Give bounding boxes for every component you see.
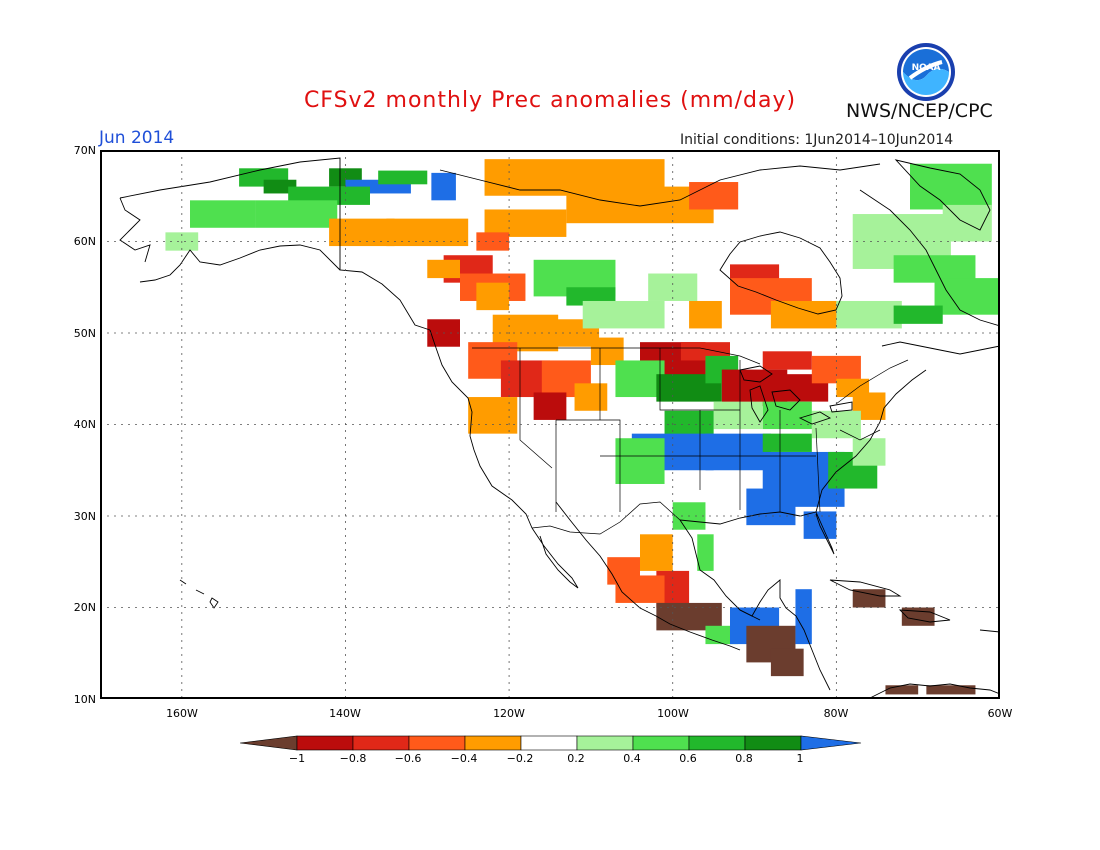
anomaly-cell <box>288 186 370 205</box>
anomaly-cell <box>910 163 992 210</box>
anomaly-cell <box>378 170 428 185</box>
anomaly-cell <box>533 392 567 420</box>
anomaly-cell <box>431 172 456 201</box>
anomaly-cell <box>713 401 763 430</box>
anomaly-cell <box>770 648 804 677</box>
longitude-axis: 160W 140W 120W 100W 80W 60W <box>166 707 1013 720</box>
anomaly-cell <box>190 200 256 228</box>
legend-label: −0.8 <box>340 752 367 765</box>
anomaly-cell <box>893 255 976 283</box>
lon-label: 80W <box>824 707 849 720</box>
legend-swatches <box>240 735 862 751</box>
legend-label: 0.8 <box>735 752 753 765</box>
lon-label: 140W <box>329 707 361 720</box>
lat-label: 30N <box>74 510 96 523</box>
grid-lines <box>100 150 1000 699</box>
noaa-logo-text: NOAA <box>912 63 941 73</box>
lon-label: 100W <box>657 707 689 720</box>
legend-label: 1 <box>797 752 804 765</box>
legend-label: −0.6 <box>395 752 422 765</box>
legend-label: 0.4 <box>623 752 641 765</box>
map-frame <box>100 150 1000 699</box>
chart-title: CFSv2 monthly Prec anomalies (mm/day) <box>0 88 1100 113</box>
legend-label: 0.6 <box>679 752 697 765</box>
lat-label: 50N <box>74 327 96 340</box>
anomaly-cell <box>852 438 886 466</box>
legend-swatch <box>744 735 802 751</box>
lat-label: 20N <box>74 601 96 614</box>
anomaly-cell <box>885 685 919 695</box>
legend-swatch <box>576 735 634 751</box>
anomaly-cell <box>762 433 812 452</box>
lon-label: 120W <box>493 707 525 720</box>
anomaly-cell <box>746 488 796 526</box>
legend-swatch <box>632 735 690 751</box>
noaa-logo-icon: NOAA <box>897 43 955 101</box>
latitude-axis: 70N 60N 50N 40N 30N 20N 10N <box>74 144 96 706</box>
anomaly-cell <box>934 278 1000 315</box>
anomaly-cell <box>640 534 673 571</box>
anomaly-cell <box>836 300 902 329</box>
legend-labels: −1 −0.8 −0.6 −0.4 −0.2 0.2 0.4 0.6 0.8 1 <box>289 752 804 765</box>
agency-label: NWS/NCEP/CPC <box>846 100 993 122</box>
anomaly-cell <box>852 589 886 608</box>
legend-swatch <box>296 735 354 751</box>
lon-label: 60W <box>988 707 1013 720</box>
legend-swatch <box>800 735 862 751</box>
anomaly-cell <box>689 182 739 210</box>
anomaly-cell <box>705 433 771 471</box>
anomaly-cell <box>689 300 722 329</box>
anomaly-cell <box>468 397 518 434</box>
anomaly-cell <box>582 300 665 329</box>
anomaly-cell <box>762 351 812 370</box>
legend-swatch <box>688 735 746 751</box>
anomaly-cell <box>615 575 665 603</box>
anomaly-cell <box>795 589 812 645</box>
legend-swatch <box>408 735 466 751</box>
legend-swatch <box>464 735 522 751</box>
color-legend: −1 −0.8 −0.6 −0.4 −0.2 0.2 0.4 0.6 0.8 1 <box>240 735 862 765</box>
anomaly-cell <box>836 378 870 398</box>
forecast-month: Jun 2014 <box>99 128 175 148</box>
anomaly-cell <box>926 685 976 695</box>
anomaly-cell <box>615 438 665 484</box>
anomaly-cell <box>762 401 812 430</box>
precip-anomaly-map <box>100 150 1000 699</box>
anomaly-cell <box>697 534 714 571</box>
lat-label: 60N <box>74 235 96 248</box>
anomaly-cell <box>648 273 698 301</box>
anomaly-cell <box>615 360 665 398</box>
anomaly-cell <box>476 282 510 311</box>
lat-label: 10N <box>74 693 96 706</box>
legend-label: −0.2 <box>507 752 534 765</box>
legend-swatch <box>240 735 298 751</box>
anomaly-cell <box>566 287 616 306</box>
lat-label: 70N <box>74 144 96 157</box>
chart-title-text: CFSv2 monthly Prec anomalies (mm/day) <box>303 88 797 113</box>
anomaly-cell <box>574 383 608 411</box>
lon-label: 160W <box>166 707 198 720</box>
anomaly-cell <box>329 218 395 247</box>
lat-label: 40N <box>74 418 96 431</box>
legend-label: −0.4 <box>451 752 478 765</box>
legend-swatch <box>352 735 410 751</box>
legend-label: 0.2 <box>567 752 585 765</box>
anomaly-cell <box>255 200 338 228</box>
anomaly-cell <box>893 305 943 324</box>
anomaly-cell <box>386 218 469 247</box>
political-borders <box>472 347 909 535</box>
initial-conditions: Initial conditions: 1Jun2014–10Jun2014 <box>680 132 954 148</box>
legend-label: −1 <box>289 752 305 765</box>
legend-swatch <box>520 735 578 751</box>
coastlines <box>119 157 1000 699</box>
anomaly-cell <box>427 259 460 279</box>
